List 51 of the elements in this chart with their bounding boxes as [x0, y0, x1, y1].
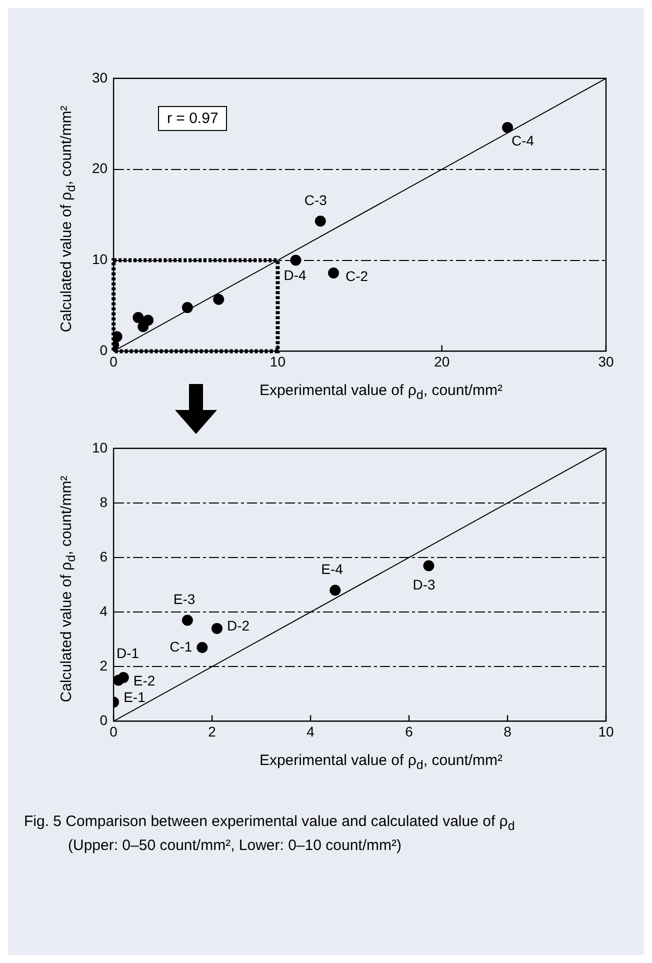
x-tick-label: 30 [598, 353, 614, 370]
annotation: C-2 [346, 268, 368, 284]
point [213, 294, 224, 305]
annotation: D-2 [226, 617, 250, 634]
y-tick-label: 10 [92, 439, 108, 456]
annotation: r = 0.97 [158, 106, 228, 131]
y-tick-label: 6 [100, 548, 108, 564]
point [423, 560, 434, 572]
point [314, 216, 326, 227]
point [182, 614, 193, 626]
point [142, 314, 154, 326]
annotation: E-2 [133, 672, 156, 688]
point [290, 254, 302, 266]
point [502, 122, 514, 134]
x-tick-label: 10 [598, 723, 614, 740]
annotation: D-1 [116, 645, 140, 662]
annotation: C-4 [512, 132, 534, 148]
text: (Upper: 0–50 count/mm², Lower: 0–10 count/mm²) [67, 836, 402, 856]
x-tick-label: 0 [110, 353, 118, 370]
point [196, 642, 208, 654]
point [330, 584, 341, 596]
point [132, 312, 144, 324]
y-tick-label: 4 [100, 602, 108, 619]
x-tick-label: 4 [306, 723, 315, 740]
point [328, 268, 340, 278]
x-tick-label: 6 [405, 723, 414, 740]
point [211, 622, 222, 634]
y-tick-label: 20 [92, 160, 108, 176]
point [182, 302, 193, 314]
x-tick-label: 20 [434, 353, 450, 370]
x-tick-label: 8 [504, 723, 512, 740]
y-tick-label: 2 [100, 658, 108, 674]
annotation: E-1 [124, 688, 146, 705]
y-tick-label: 0 [100, 712, 108, 728]
x-tick-label: 10 [270, 353, 286, 370]
annotation: D-3 [412, 576, 436, 593]
x-tick-label: 0 [110, 723, 118, 740]
x-axis-title: Experimental value of ρ$_{d}$, count/mm² [258, 752, 504, 772]
x-axis-title: Experimental value of ρ$_{d}$, count/mm² [258, 382, 504, 402]
y-tick-label: 30 [92, 69, 108, 86]
y-tick-label: 10 [92, 251, 108, 268]
annotation: E-4 [321, 561, 344, 578]
annotation: C-1 [170, 638, 192, 654]
y-tick-label: 8 [100, 494, 108, 510]
annotation: C-3 [304, 192, 328, 208]
annotation: E-3 [173, 591, 196, 608]
point [118, 672, 129, 684]
annotation: D-4 [284, 267, 307, 284]
caption: Fig. 5 Comparison between experimental value and calculated value of ρ$_{d}$ [24, 812, 516, 835]
x-tick-label: 2 [208, 723, 216, 740]
y-tick-label: 0 [100, 342, 108, 358]
